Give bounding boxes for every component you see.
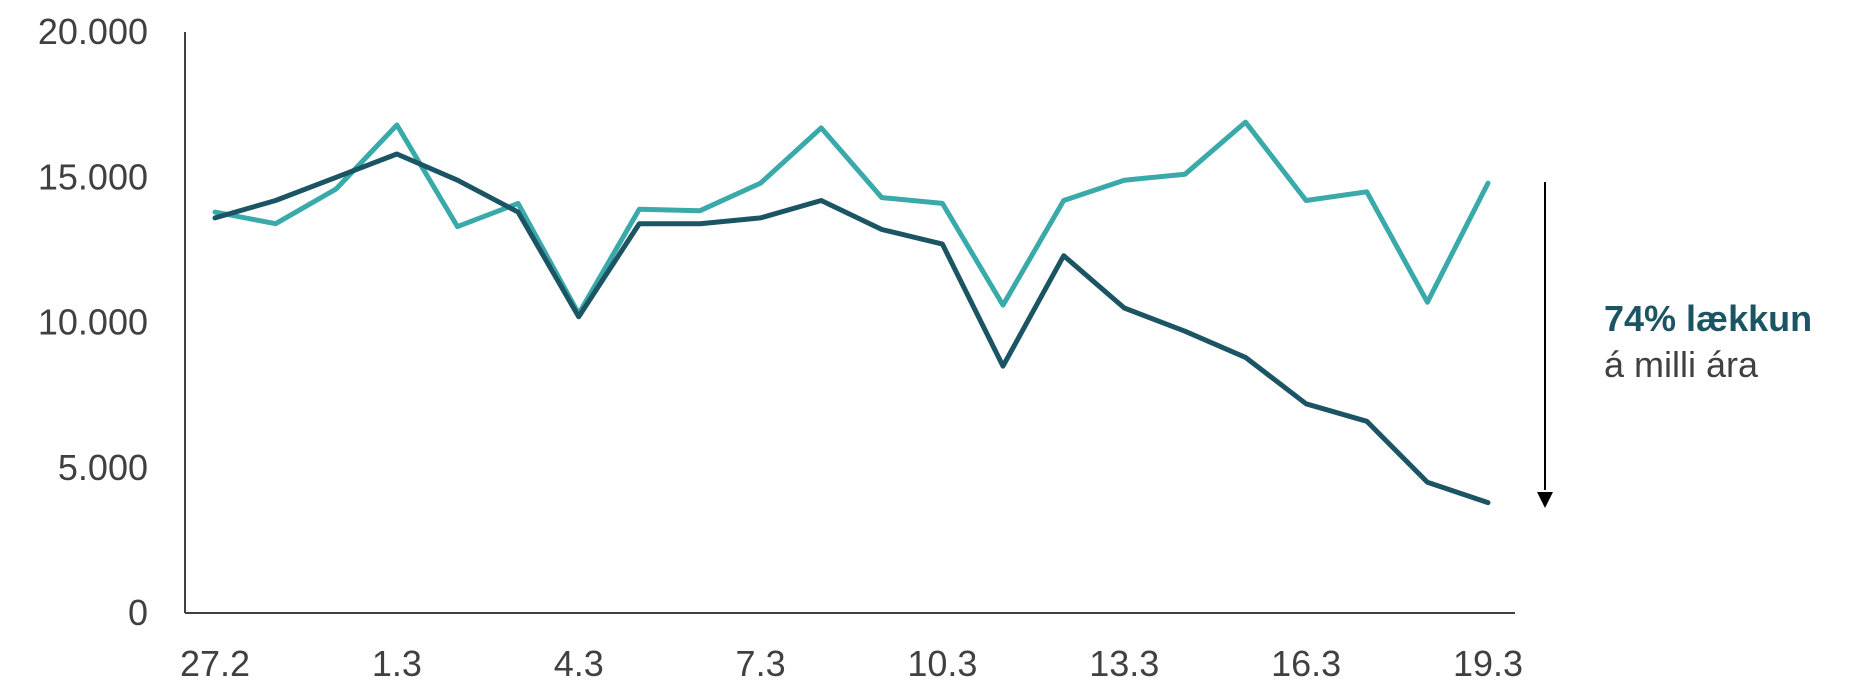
x-tick-label: 1.3 (372, 643, 422, 680)
x-axis-tick-labels: 27.2 1.3 4.3 7.3 10.3 13.3 16.3 19.3 (180, 643, 1523, 680)
decline-arrow-head (1537, 492, 1553, 508)
y-tick-label: 0 (128, 592, 148, 633)
decline-arrow (1537, 182, 1553, 508)
decline-annotation: 74% lækkun á milli ára (1604, 296, 1812, 388)
x-tick-label: 13.3 (1089, 643, 1159, 680)
series-line-2 (212, 151, 1491, 506)
x-tick-label: 4.3 (554, 643, 604, 680)
x-tick-label: 19.3 (1453, 643, 1523, 680)
y-tick-label: 15.000 (38, 156, 148, 197)
x-tick-label: 16.3 (1271, 643, 1341, 680)
y-axis-tick-labels: 0 5.000 10.000 15.000 20.000 (38, 11, 148, 633)
series-lines (212, 119, 1491, 506)
x-tick-label: 7.3 (736, 643, 786, 680)
series-line-1 (212, 119, 1491, 317)
x-tick-label: 27.2 (180, 643, 250, 680)
y-tick-label: 20.000 (38, 11, 148, 52)
y-tick-label: 10.000 (38, 302, 148, 343)
y-tick-label: 5.000 (58, 447, 148, 488)
annotation-headline: 74% lækkun (1604, 298, 1813, 339)
x-tick-label: 10.3 (907, 643, 977, 680)
annotation-subline: á milli ára (1604, 344, 1759, 385)
